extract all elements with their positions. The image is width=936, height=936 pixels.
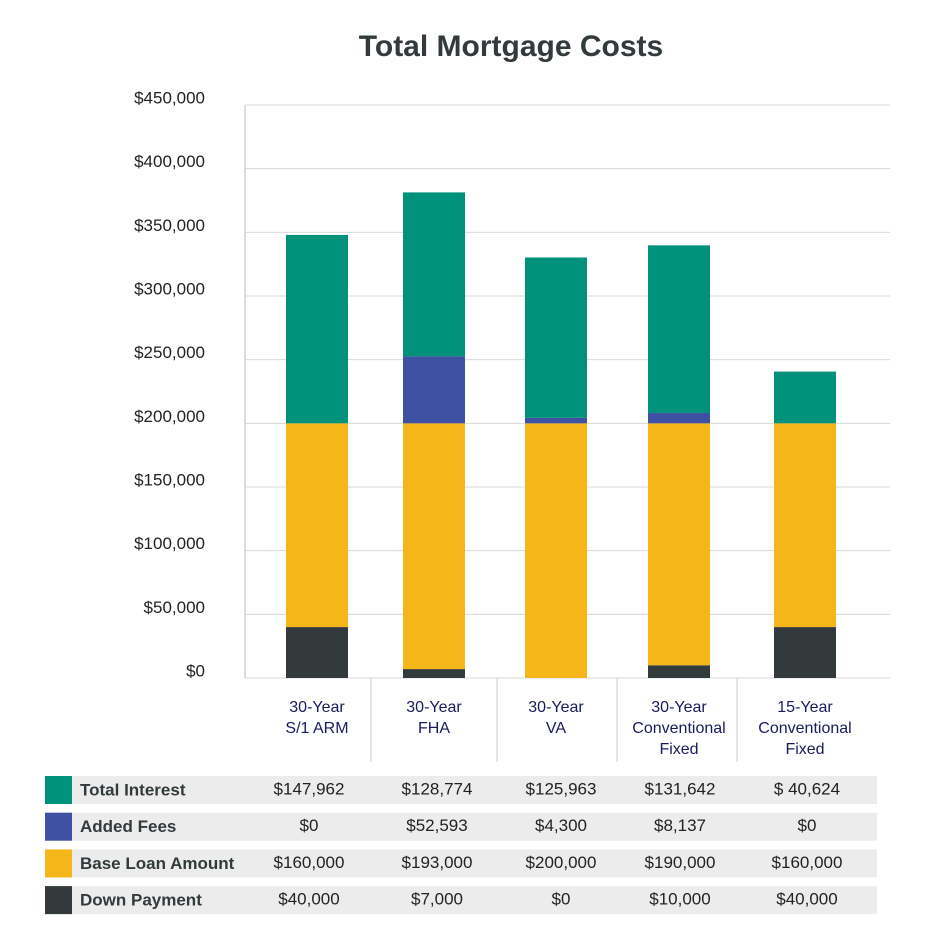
y-tick-label: $450,000 — [134, 88, 205, 107]
bar-segment — [648, 423, 710, 666]
bar-segment — [525, 423, 587, 678]
bar-segment — [774, 423, 836, 628]
y-tick-label: $150,000 — [134, 470, 205, 489]
x-tick-label: 30-Year — [289, 699, 345, 716]
bar-segment — [403, 423, 465, 670]
bar-segment — [286, 627, 348, 678]
table-value: $10,000 — [649, 890, 710, 909]
bar-segment — [648, 245, 710, 413]
bar-segment — [403, 192, 465, 357]
bar-segment — [648, 665, 710, 678]
legend-swatch — [45, 849, 72, 878]
table-value: $52,593 — [406, 816, 467, 835]
table-value: $ 40,624 — [774, 779, 840, 798]
bar-segment — [525, 417, 587, 424]
table-value: $40,000 — [278, 890, 339, 909]
table-row-background — [45, 776, 877, 804]
bar-segment — [286, 234, 348, 424]
table-value: $200,000 — [526, 853, 597, 872]
chart-title: Total Mortgage Costs — [359, 30, 663, 63]
x-tick-label: S/1 ARM — [285, 720, 348, 737]
table-value: $0 — [300, 816, 319, 835]
legend-label: Added Fees — [80, 817, 176, 836]
x-tick-label: 30-Year — [651, 699, 707, 716]
x-tick-label: Fixed — [785, 741, 824, 758]
legend-swatch — [45, 886, 72, 915]
y-tick-label: $200,000 — [134, 407, 205, 426]
table-value: $160,000 — [772, 853, 843, 872]
x-tick-label: Conventional — [758, 720, 851, 737]
x-tick-label: 30-Year — [406, 699, 462, 716]
x-tick-label: Fixed — [659, 741, 698, 758]
y-tick-label: $50,000 — [144, 598, 205, 617]
bar-segment — [774, 371, 836, 424]
y-tick-label: $100,000 — [134, 534, 205, 553]
table-value: $125,963 — [526, 779, 597, 798]
x-tick-label: 30-Year — [528, 699, 584, 716]
table-value: $128,774 — [402, 779, 473, 798]
table-row-background — [45, 812, 877, 841]
table-value: $190,000 — [645, 853, 716, 872]
table-row-background — [45, 849, 877, 878]
bar-segment — [774, 627, 836, 678]
table-value: $8,137 — [654, 816, 706, 835]
table-value: $160,000 — [274, 853, 345, 872]
bar-segment — [525, 257, 587, 418]
x-tick-label: VA — [546, 720, 566, 737]
table-value: $0 — [798, 816, 817, 835]
legend-swatch — [45, 812, 72, 841]
legend-swatch — [45, 776, 72, 804]
table-value: $0 — [552, 890, 571, 909]
legend-label: Down Payment — [80, 891, 202, 910]
x-tick-label: Conventional — [632, 720, 725, 737]
table-row-background — [45, 886, 877, 915]
table-value: $147,962 — [274, 779, 345, 798]
legend-label: Total Interest — [80, 780, 186, 799]
y-tick-label: $350,000 — [134, 216, 205, 235]
table-value: $131,642 — [645, 779, 716, 798]
table-value: $40,000 — [776, 890, 837, 909]
y-tick-label: $0 — [186, 661, 205, 680]
table-value: $193,000 — [402, 853, 473, 872]
y-tick-label: $300,000 — [134, 279, 205, 298]
x-tick-label: FHA — [418, 720, 450, 737]
bar-segment — [286, 423, 348, 628]
bar-segment — [403, 356, 465, 424]
legend-label: Base Loan Amount — [80, 854, 235, 873]
bar-segment — [648, 412, 710, 424]
table-value: $4,300 — [535, 816, 587, 835]
table-value: $7,000 — [411, 890, 463, 909]
bar-segment — [403, 669, 465, 678]
y-tick-label: $400,000 — [134, 152, 205, 171]
y-tick-label: $250,000 — [134, 343, 205, 362]
x-tick-label: 15-Year — [777, 699, 833, 716]
